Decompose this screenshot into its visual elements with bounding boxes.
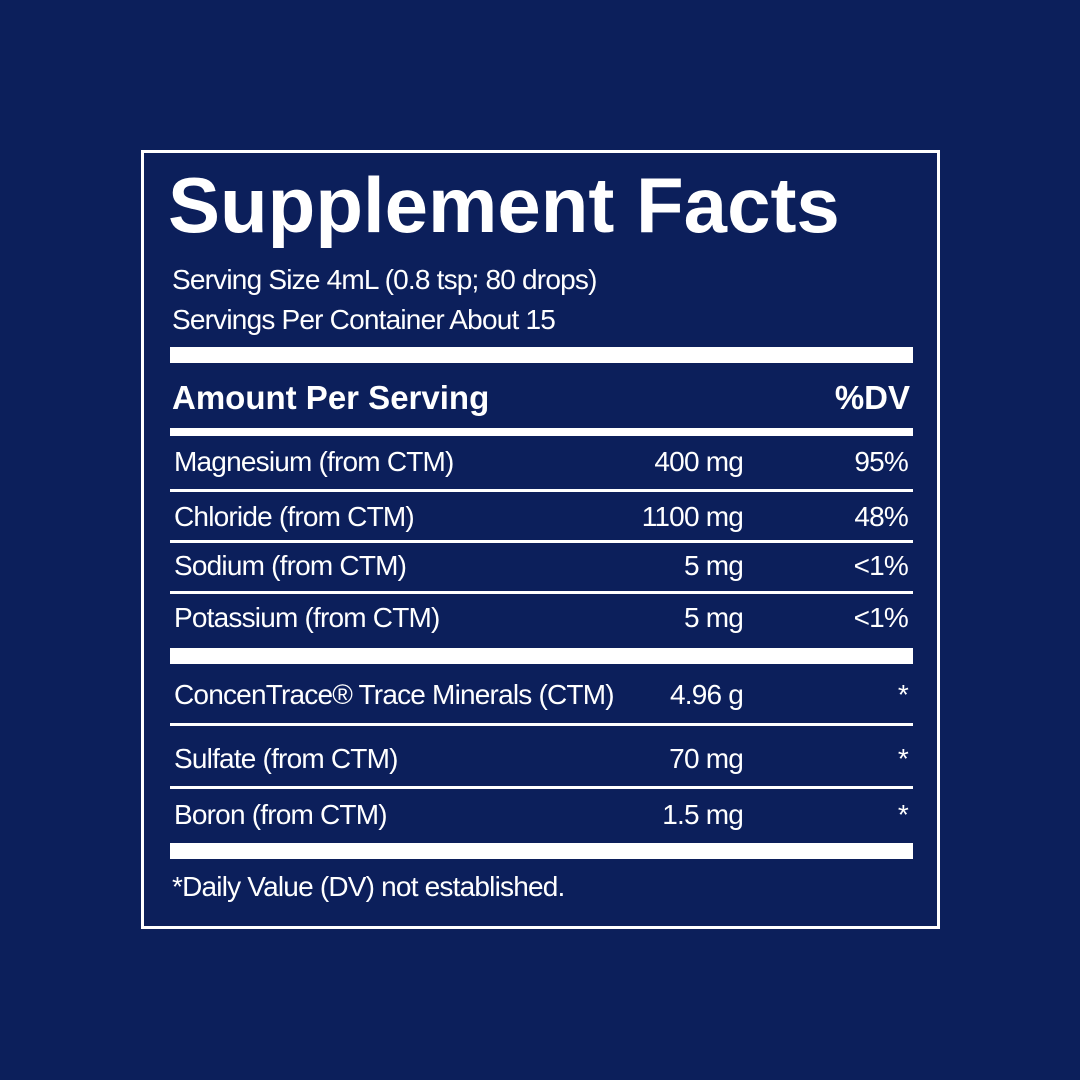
nutrient-name: Chloride (from CTM) (174, 501, 415, 532)
daily-value: <1% (853, 550, 909, 581)
amount: 4.96 g (669, 679, 744, 710)
amount: 1.5 mg (662, 799, 744, 830)
medium-rule (170, 428, 913, 436)
thin-rule (170, 591, 913, 594)
amount: 1100 mg (641, 501, 744, 532)
amount-header: Amount Per Serving (172, 379, 490, 416)
thin-rule (170, 540, 913, 543)
thick-rule (170, 347, 913, 363)
title: Supplement Facts (168, 161, 840, 249)
servings-per-container: Servings Per Container About 15 (172, 304, 556, 335)
daily-value: * (897, 799, 909, 830)
footnote: *Daily Value (DV) not established. (172, 871, 565, 902)
nutrient-name: Sulfate (from CTM) (174, 743, 398, 774)
nutrient-name: Magnesium (from CTM) (174, 446, 454, 477)
nutrient-name: Boron (from CTM) (174, 799, 388, 830)
thin-rule (170, 489, 913, 492)
nutrient-name: ConcenTrace® Trace Minerals (CTM) (174, 679, 615, 710)
daily-value: <1% (853, 602, 909, 633)
serving-size: Serving Size 4mL (0.8 tsp; 80 drops) (172, 264, 597, 295)
amount: 400 mg (654, 446, 743, 477)
daily-value: * (897, 679, 909, 710)
thin-rule (170, 786, 913, 789)
nutrient-name: Potassium (from CTM) (174, 602, 440, 633)
thin-rule (170, 723, 913, 726)
daily-value: * (897, 743, 909, 774)
amount: 5 mg (683, 602, 744, 633)
amount: 70 mg (669, 743, 744, 774)
thick-rule (170, 648, 913, 664)
daily-value: 95% (854, 446, 908, 477)
thick-rule (170, 843, 913, 859)
amount: 5 mg (683, 550, 744, 581)
label-border (141, 150, 940, 929)
dv-header: %DV (834, 379, 910, 416)
nutrient-name: Sodium (from CTM) (174, 550, 407, 581)
daily-value: 48% (854, 501, 908, 532)
